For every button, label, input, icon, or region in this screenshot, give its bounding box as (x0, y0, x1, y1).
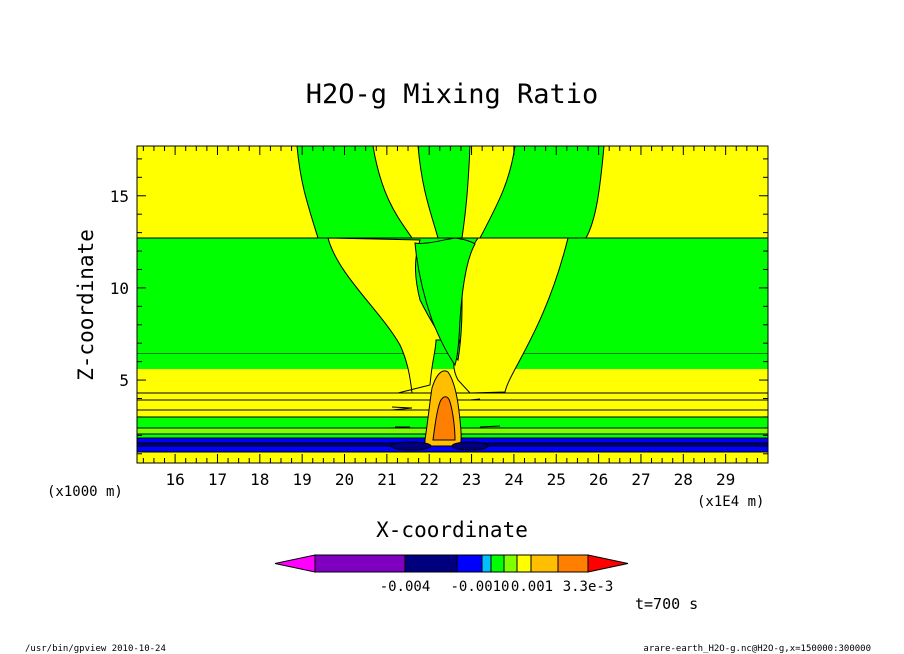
y-tick-labels: 5 10 15 (110, 187, 129, 390)
colorbar-segment (481, 554, 492, 573)
colorbar-labels: -0.004 -0.0010 0.001 3.3e-3 (380, 579, 614, 595)
y-axis-label: Z-coordinate (74, 229, 98, 381)
colorbar-segment (490, 554, 505, 573)
x-tick-label: 27 (631, 470, 650, 489)
colorbar-label: 3.3e-3 (563, 579, 614, 595)
x-tick-label: 18 (250, 470, 269, 489)
colorbar-low-extend (274, 554, 316, 573)
x-tick-label: 21 (377, 470, 396, 489)
colorbar-high-extend (587, 554, 629, 573)
colorbar-segment (503, 554, 518, 573)
y-tick-label: 10 (110, 279, 129, 298)
x-axis-label: X-coordinate (376, 518, 528, 542)
footer-right: arare-earth_H2O-g.nc@H2O-g,x=150000:3000… (643, 644, 871, 654)
x-tick-label: 17 (208, 470, 227, 489)
y-tick-label: 5 (119, 371, 129, 390)
colorbar-segment (516, 554, 532, 573)
colorbar-label: -0.0010 (450, 579, 509, 595)
contour-plot (136, 145, 769, 464)
tick-marks (137, 146, 769, 463)
colorbar-segment (404, 554, 458, 573)
x-tick-label: 25 (547, 470, 566, 489)
x-unit-label: (x1E4 m) (697, 494, 764, 510)
colorbar-segment (530, 554, 559, 573)
x-tick-label: 19 (293, 470, 312, 489)
y-tick-label: 15 (110, 187, 129, 206)
colorbar-segment (456, 554, 483, 573)
colorbar-segment (557, 554, 589, 573)
x-tick-label: 26 (589, 470, 608, 489)
footer-left: /usr/bin/gpview 2010-10-24 (25, 644, 166, 654)
y-unit-label: (x1000 m) (47, 484, 123, 500)
x-tick-label: 28 (674, 470, 693, 489)
colorbar-label: 0.001 (511, 579, 553, 595)
chart-title: H2O-g Mixing Ratio (306, 79, 599, 110)
x-tick-label: 22 (420, 470, 439, 489)
colorbar (274, 554, 629, 573)
x-tick-label: 23 (462, 470, 481, 489)
colorbar-segment (314, 554, 406, 573)
x-tick-label: 24 (504, 470, 523, 489)
x-tick-label: 16 (165, 470, 184, 489)
x-tick-labels: 16 17 18 19 20 21 22 23 24 25 26 27 28 29 (165, 470, 735, 489)
colorbar-label: -0.004 (380, 579, 431, 595)
time-label: t=700 s (635, 595, 698, 613)
x-tick-label: 29 (716, 470, 735, 489)
x-tick-label: 20 (335, 470, 354, 489)
